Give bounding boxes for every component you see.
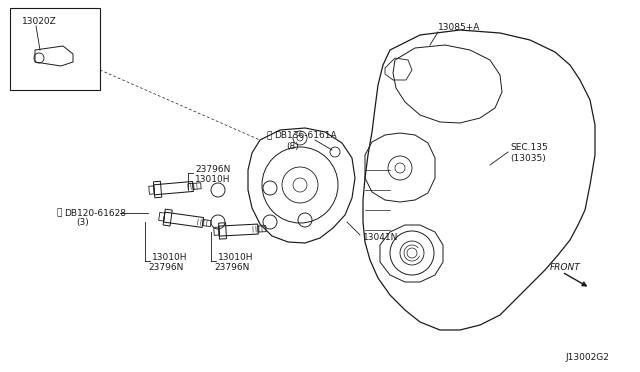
- Text: Ⓑ: Ⓑ: [267, 131, 272, 141]
- Text: 13010H: 13010H: [152, 253, 188, 263]
- Text: SEC.135: SEC.135: [510, 144, 548, 153]
- Text: 23796N: 23796N: [214, 263, 250, 273]
- Text: DB136-6161A: DB136-6161A: [274, 131, 337, 141]
- Text: 13010H: 13010H: [195, 176, 230, 185]
- Text: 13085+A: 13085+A: [438, 23, 481, 32]
- Text: (8): (8): [286, 141, 299, 151]
- Text: (3): (3): [76, 218, 89, 228]
- Text: 23796N: 23796N: [195, 166, 230, 174]
- Text: 23796N: 23796N: [148, 263, 184, 273]
- Text: 13010H: 13010H: [218, 253, 253, 263]
- Text: DB120-61628: DB120-61628: [64, 208, 126, 218]
- Bar: [10, 8, 100, 90]
- Text: FRONT: FRONT: [550, 263, 580, 273]
- Text: (13035): (13035): [510, 154, 546, 163]
- Text: J13002G2: J13002G2: [565, 353, 609, 362]
- Text: Ⓐ: Ⓐ: [56, 208, 62, 218]
- Text: 13041N: 13041N: [363, 234, 398, 243]
- Text: 13020Z: 13020Z: [22, 17, 57, 26]
